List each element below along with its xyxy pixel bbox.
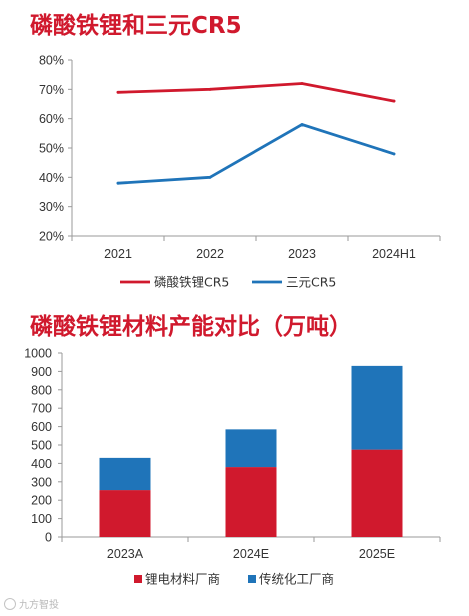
data-point [208,87,212,91]
series-line-2 [116,123,396,185]
y-tick-label: 70% [39,83,64,97]
line-chart-title: 磷酸铁锂和三元CR5 [30,13,242,39]
y-tick-label: 300 [31,475,52,489]
bar-segment-1 [225,467,277,537]
stacked-bar-chart: 0 100 200 300 400 500 600 700 800 900 1000 2023A 202… [24,347,441,587]
bar-segment-1 [99,490,151,537]
y-tick-label: 600 [31,420,52,434]
x-tick-label: 2021 [104,247,132,261]
watermark-icon [4,598,16,610]
watermark: 九方智投 [4,596,59,611]
data-point [392,99,396,103]
x-tick-label: 2023 [288,247,316,261]
data-point [300,82,304,85]
y-tick-label: 0 [45,531,52,545]
x-tick-label: 2023A [107,547,144,561]
y-tick-label: 40% [39,171,64,185]
x-tick-label: 2024H1 [372,247,416,261]
watermark-text: 九方智投 [19,600,59,611]
legend-label: 三元CR5 [286,275,336,290]
y-tick-label: 50% [39,142,64,156]
y-tick-label: 800 [31,383,52,397]
data-point [300,123,304,126]
y-tick-label: 200 [31,494,52,508]
legend-swatch [248,575,256,583]
y-tick-label: 400 [31,457,52,471]
legend-label: 传统化工厂商 [259,572,334,587]
data-point [392,152,396,156]
bar-segment-2 [99,457,151,491]
data-point [116,90,120,94]
y-tick-label: 30% [39,200,64,214]
y-tick-label: 100 [31,512,52,526]
data-point [208,175,212,179]
y-tick-label: 700 [31,402,52,416]
x-tick-label: 2024E [233,547,269,561]
bar-chart-title: 磷酸铁锂材料产能对比（万吨） [30,314,352,340]
bar-segment-2 [225,429,277,468]
y-tick-label: 900 [31,365,52,379]
bar-segment-2 [351,365,403,450]
legend-label: 锂电材料厂商 [145,572,220,587]
y-tick-label: 60% [39,112,64,126]
legend-label: 磷酸铁锂CR5 [154,275,229,290]
y-tick-label: 20% [39,230,64,244]
y-tick-label: 80% [39,54,64,68]
data-point [116,181,120,185]
x-tick-label: 2022 [196,247,224,261]
series-line-1 [116,82,396,103]
x-tick-label: 2025E [359,547,395,561]
y-tick-label: 500 [31,439,52,453]
bar-segment-1 [351,449,403,537]
legend-swatch [134,575,142,583]
line-chart: 20% 30% 40% 50% 60% 70% 80% 2021 2022 2023 2024H1 磷… [39,54,441,290]
y-tick-label: 1000 [24,347,52,361]
